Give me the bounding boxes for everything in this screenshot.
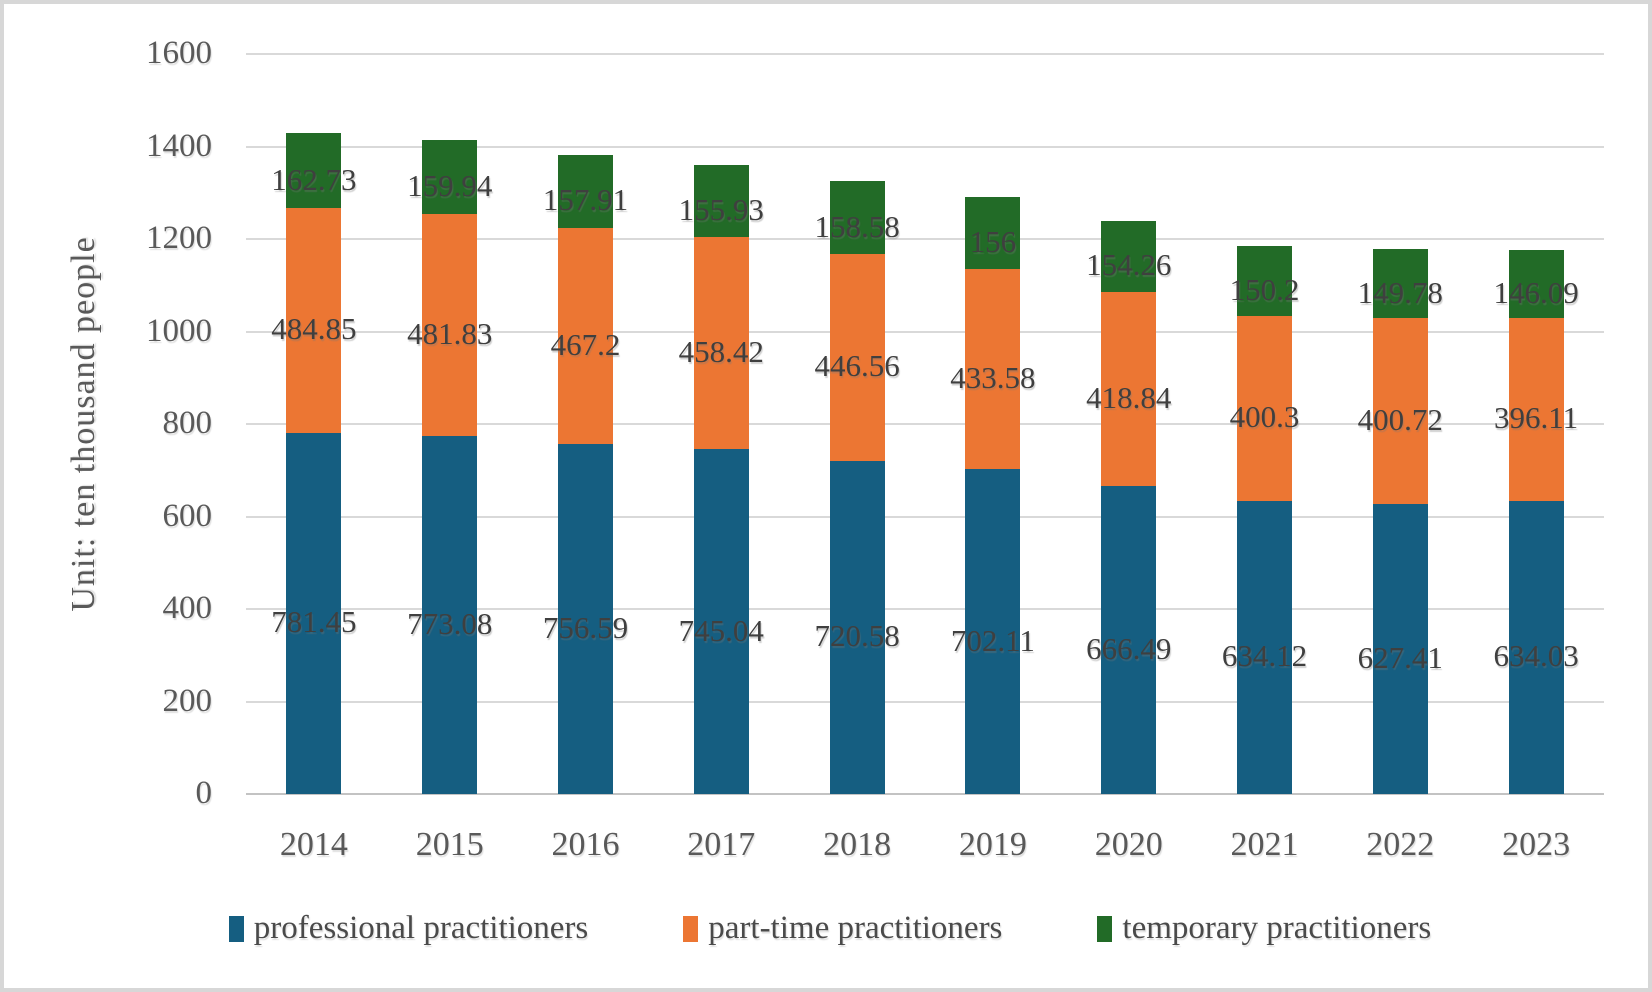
y-tick-label: 800 <box>162 405 213 441</box>
y-tick-label: 1000 <box>146 312 212 349</box>
gridline <box>246 238 1604 240</box>
bar-segment <box>829 180 885 255</box>
gridline <box>246 423 1604 425</box>
bar-segment <box>965 469 1021 794</box>
bar-segment <box>558 444 613 794</box>
bar-segment <box>829 254 885 461</box>
bar-segment <box>1372 503 1428 794</box>
bar-segment <box>1237 246 1292 316</box>
bar-segment <box>1101 485 1157 794</box>
legend-item: professional practitioners <box>228 910 589 946</box>
y-tick-label: 1200 <box>146 220 212 256</box>
bar-segment <box>693 165 749 238</box>
gridline <box>246 53 1604 55</box>
bar-segment <box>1508 500 1564 794</box>
x-tick-label: 2019 <box>958 826 1027 863</box>
bar-segment <box>422 213 478 437</box>
bar-segment <box>422 139 478 214</box>
legend-item: part-time practitioners <box>683 912 1002 945</box>
x-tick-label: 2016 <box>551 826 620 863</box>
bar-segment <box>422 436 478 794</box>
y-tick-label: 600 <box>162 497 213 534</box>
legend-label: professional practitioners <box>253 910 589 946</box>
bar-segment <box>1372 249 1428 319</box>
x-axis-line <box>246 793 1604 795</box>
y-tick-label: 400 <box>162 590 213 626</box>
gridline <box>246 608 1604 610</box>
legend-swatch-icon <box>1097 915 1113 942</box>
x-tick-label: 2023 <box>1502 826 1571 863</box>
bar-segment <box>965 196 1021 269</box>
bar-segment <box>965 268 1021 470</box>
bar-segment <box>1237 500 1292 794</box>
x-tick-label: 2018 <box>823 826 892 863</box>
bar-segment <box>1372 318 1428 504</box>
bar-segment <box>693 449 749 794</box>
bar-segment <box>558 227 613 445</box>
y-tick-label: 200 <box>162 682 213 719</box>
y-tick-label: 1400 <box>146 127 212 164</box>
y-tick-label: 0 <box>195 775 213 811</box>
bar-segment <box>558 154 613 228</box>
bar-segment <box>1101 292 1157 486</box>
x-tick-label: 2022 <box>1366 826 1435 863</box>
legend-label: part-time practitioners <box>708 910 1003 946</box>
legend-label: temporary practitioners <box>1122 910 1432 946</box>
gridline <box>246 515 1604 518</box>
bar-segment <box>286 432 342 794</box>
gridline <box>246 145 1604 148</box>
bar-segment <box>286 208 342 433</box>
bar-segment <box>286 133 342 209</box>
y-tick-label: 1600 <box>146 35 212 71</box>
legend-item: temporary practitioners <box>1097 912 1431 945</box>
bar-segment <box>1508 317 1564 501</box>
bar-segment <box>829 460 885 794</box>
bar-segment <box>1508 249 1564 318</box>
legend-swatch-icon <box>683 915 699 942</box>
bar-segment <box>1237 315 1292 501</box>
x-tick-label: 2017 <box>687 826 756 863</box>
x-tick-label: 2021 <box>1230 826 1299 863</box>
x-tick-label: 2014 <box>279 826 348 863</box>
legend-swatch-icon <box>228 915 244 942</box>
gridline <box>246 700 1604 703</box>
x-tick-label: 2015 <box>415 826 484 863</box>
legend: professional practitioners part-time prac… <box>4 910 1648 946</box>
gridline <box>246 330 1604 333</box>
bar-segment <box>1101 220 1157 293</box>
x-tick-label: 2020 <box>1094 826 1163 863</box>
bar-segment <box>693 237 749 450</box>
